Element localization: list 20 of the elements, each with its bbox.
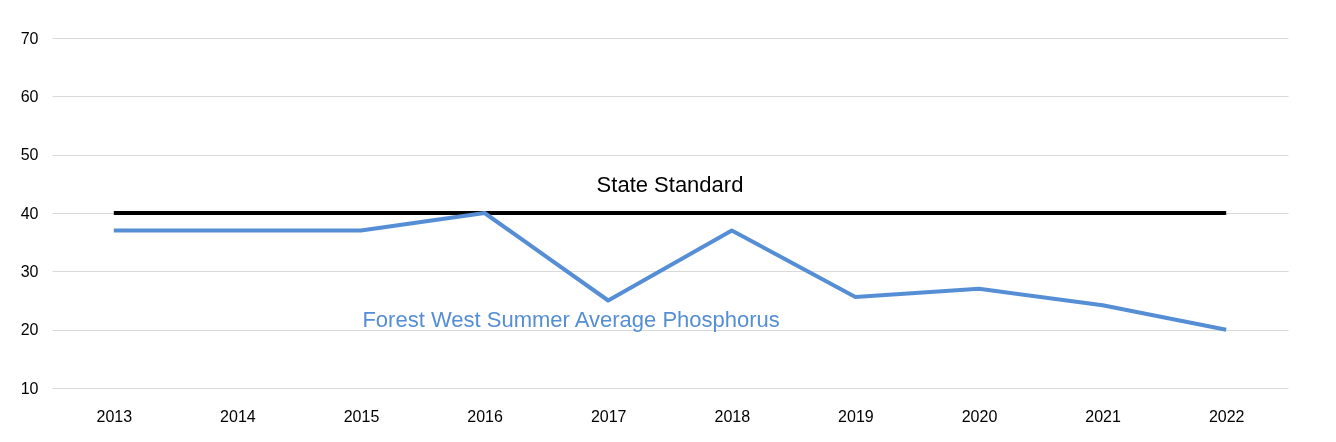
- x-tick-label: 2021: [1085, 407, 1121, 425]
- x-tick-label: 2019: [838, 407, 874, 425]
- x-tick-label: 2014: [220, 407, 256, 425]
- x-tick-label: 2020: [961, 407, 998, 425]
- y-tick-label: 40: [20, 204, 39, 222]
- x-tick-label: 2013: [96, 407, 133, 425]
- series-label: State Standard: [596, 172, 744, 197]
- y-tick-label: 20: [20, 321, 39, 339]
- y-tick-label: 30: [20, 262, 39, 280]
- y-tick-label: 70: [20, 29, 39, 47]
- line-series: [111, 211, 1229, 332]
- series-label: Forest West Summer Average Phosphorus: [362, 306, 780, 332]
- y-tick-label: 50: [20, 146, 39, 164]
- x-tick-label: 2018: [714, 407, 751, 425]
- x-tick-label: 2022: [1208, 407, 1245, 425]
- x-tick-label: 2016: [467, 407, 503, 425]
- x-tick-label: 2015: [343, 407, 380, 425]
- y-tick-label: 60: [20, 87, 39, 105]
- y-tick-label: 10: [20, 379, 39, 397]
- x-tick-label: 2017: [590, 407, 627, 425]
